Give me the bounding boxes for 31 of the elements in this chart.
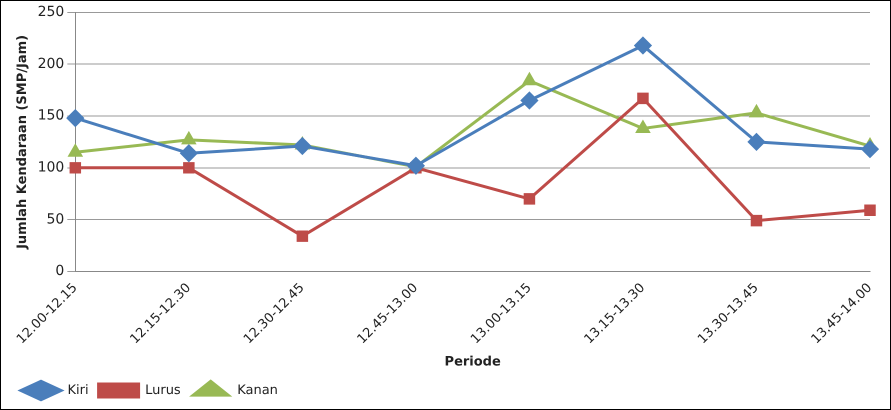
y-tick-label: 100 — [38, 159, 64, 176]
point — [520, 92, 538, 109]
point — [407, 157, 424, 174]
point — [183, 162, 195, 174]
legend-label: Lurus — [145, 382, 181, 398]
point — [637, 92, 649, 104]
point — [294, 138, 311, 155]
legend-label: Kiri — [68, 382, 89, 398]
point — [634, 37, 652, 54]
y-tick-label: 50 — [46, 211, 64, 228]
legend-label: Kanan — [237, 382, 278, 398]
x-axis-title: Periode — [444, 354, 501, 370]
point — [70, 162, 82, 174]
point — [636, 120, 650, 133]
point — [68, 144, 82, 157]
point — [748, 133, 765, 150]
point — [750, 214, 762, 226]
y-tick-label: 200 — [38, 56, 64, 72]
y-tick-label: 0 — [55, 263, 64, 280]
y-tick-label: 250 — [38, 4, 64, 20]
point — [522, 73, 536, 86]
point — [750, 105, 764, 118]
y-axis-title: Jumlah Kendaraan (SMP/Jam) — [15, 34, 30, 250]
point — [864, 204, 876, 216]
point — [862, 140, 878, 158]
point — [524, 193, 536, 205]
point — [296, 230, 308, 242]
point — [66, 110, 84, 127]
point — [182, 132, 196, 144]
point — [180, 144, 198, 162]
y-tick-label: 150 — [38, 108, 64, 124]
